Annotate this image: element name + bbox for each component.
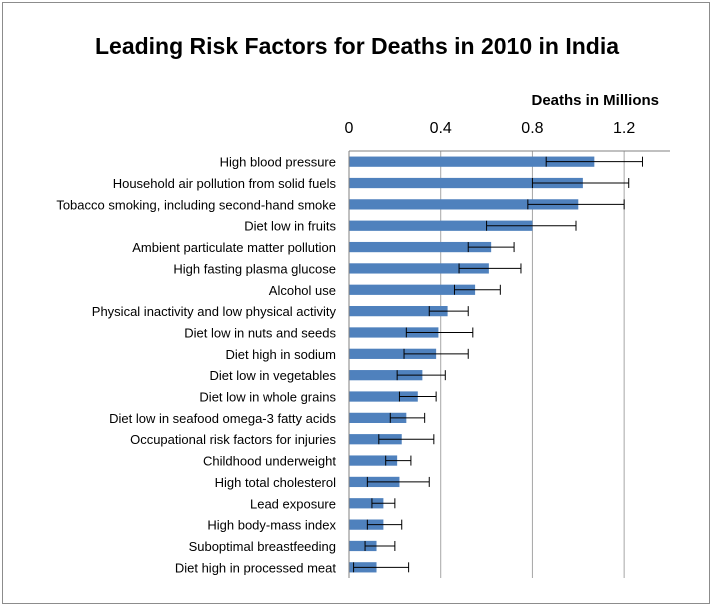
x-tick-label: 1.2 <box>613 120 635 137</box>
category-label: Ambient particulate matter pollution <box>132 240 336 255</box>
bars <box>349 156 595 573</box>
bar <box>349 391 418 402</box>
category-label: Household air pollution from solid fuels <box>113 176 337 191</box>
bar <box>349 306 448 317</box>
bar <box>349 540 377 552</box>
category-label: Tobacco smoking, including second-hand s… <box>56 197 336 212</box>
category-label: Diet low in vegetables <box>210 368 337 383</box>
chart-title: Leading Risk Factors for Deaths in 2010 … <box>94 33 620 59</box>
category-label: Physical inactivity and low physical act… <box>92 304 337 319</box>
gridlines <box>348 151 625 578</box>
category-labels: High blood pressure Household air polluti… <box>56 155 336 576</box>
bar <box>349 199 579 210</box>
bar <box>349 519 384 530</box>
x-axis-title: Deaths in Millions <box>531 92 659 109</box>
category-label: High body-mass index <box>207 518 336 533</box>
bar <box>349 327 439 338</box>
category-label: Lead exposure <box>250 496 336 511</box>
axes <box>348 150 670 578</box>
category-label: Diet high in sodium <box>225 347 336 362</box>
bar <box>349 241 492 253</box>
category-label: Childhood underweight <box>203 454 336 469</box>
x-tick-label: 0 <box>345 120 354 137</box>
bar <box>349 263 489 274</box>
category-label: Diet low in fruits <box>244 219 336 234</box>
x-tick-label: 0.8 <box>521 120 543 137</box>
category-label: Diet low in whole grains <box>199 390 336 405</box>
bar <box>349 412 407 423</box>
bar <box>349 177 583 189</box>
bar <box>349 220 533 231</box>
category-label: High blood pressure <box>220 155 336 170</box>
category-label: High fasting plasma glucose <box>173 261 336 276</box>
category-label: Occupational risk factors for injuries <box>130 432 336 447</box>
category-label: Suboptimal breastfeeding <box>189 539 336 554</box>
x-tick-label: 0.4 <box>430 120 452 137</box>
category-label: Diet high in processed meat <box>175 560 337 575</box>
bar <box>349 156 595 167</box>
category-label: Alcohol use <box>269 283 336 298</box>
bar <box>349 284 476 295</box>
bar <box>349 434 402 445</box>
bar <box>349 348 437 359</box>
bar <box>349 370 423 381</box>
category-label: Diet low in seafood omega-3 fatty acids <box>109 411 336 426</box>
category-label: Diet low in nuts and seeds <box>184 325 336 340</box>
bar <box>349 498 384 509</box>
bar <box>349 455 398 466</box>
x-tick-labels: 0 0.4 0.8 1.2 <box>345 120 636 137</box>
category-label: High total cholesterol <box>215 475 337 490</box>
error-bars <box>353 156 643 573</box>
